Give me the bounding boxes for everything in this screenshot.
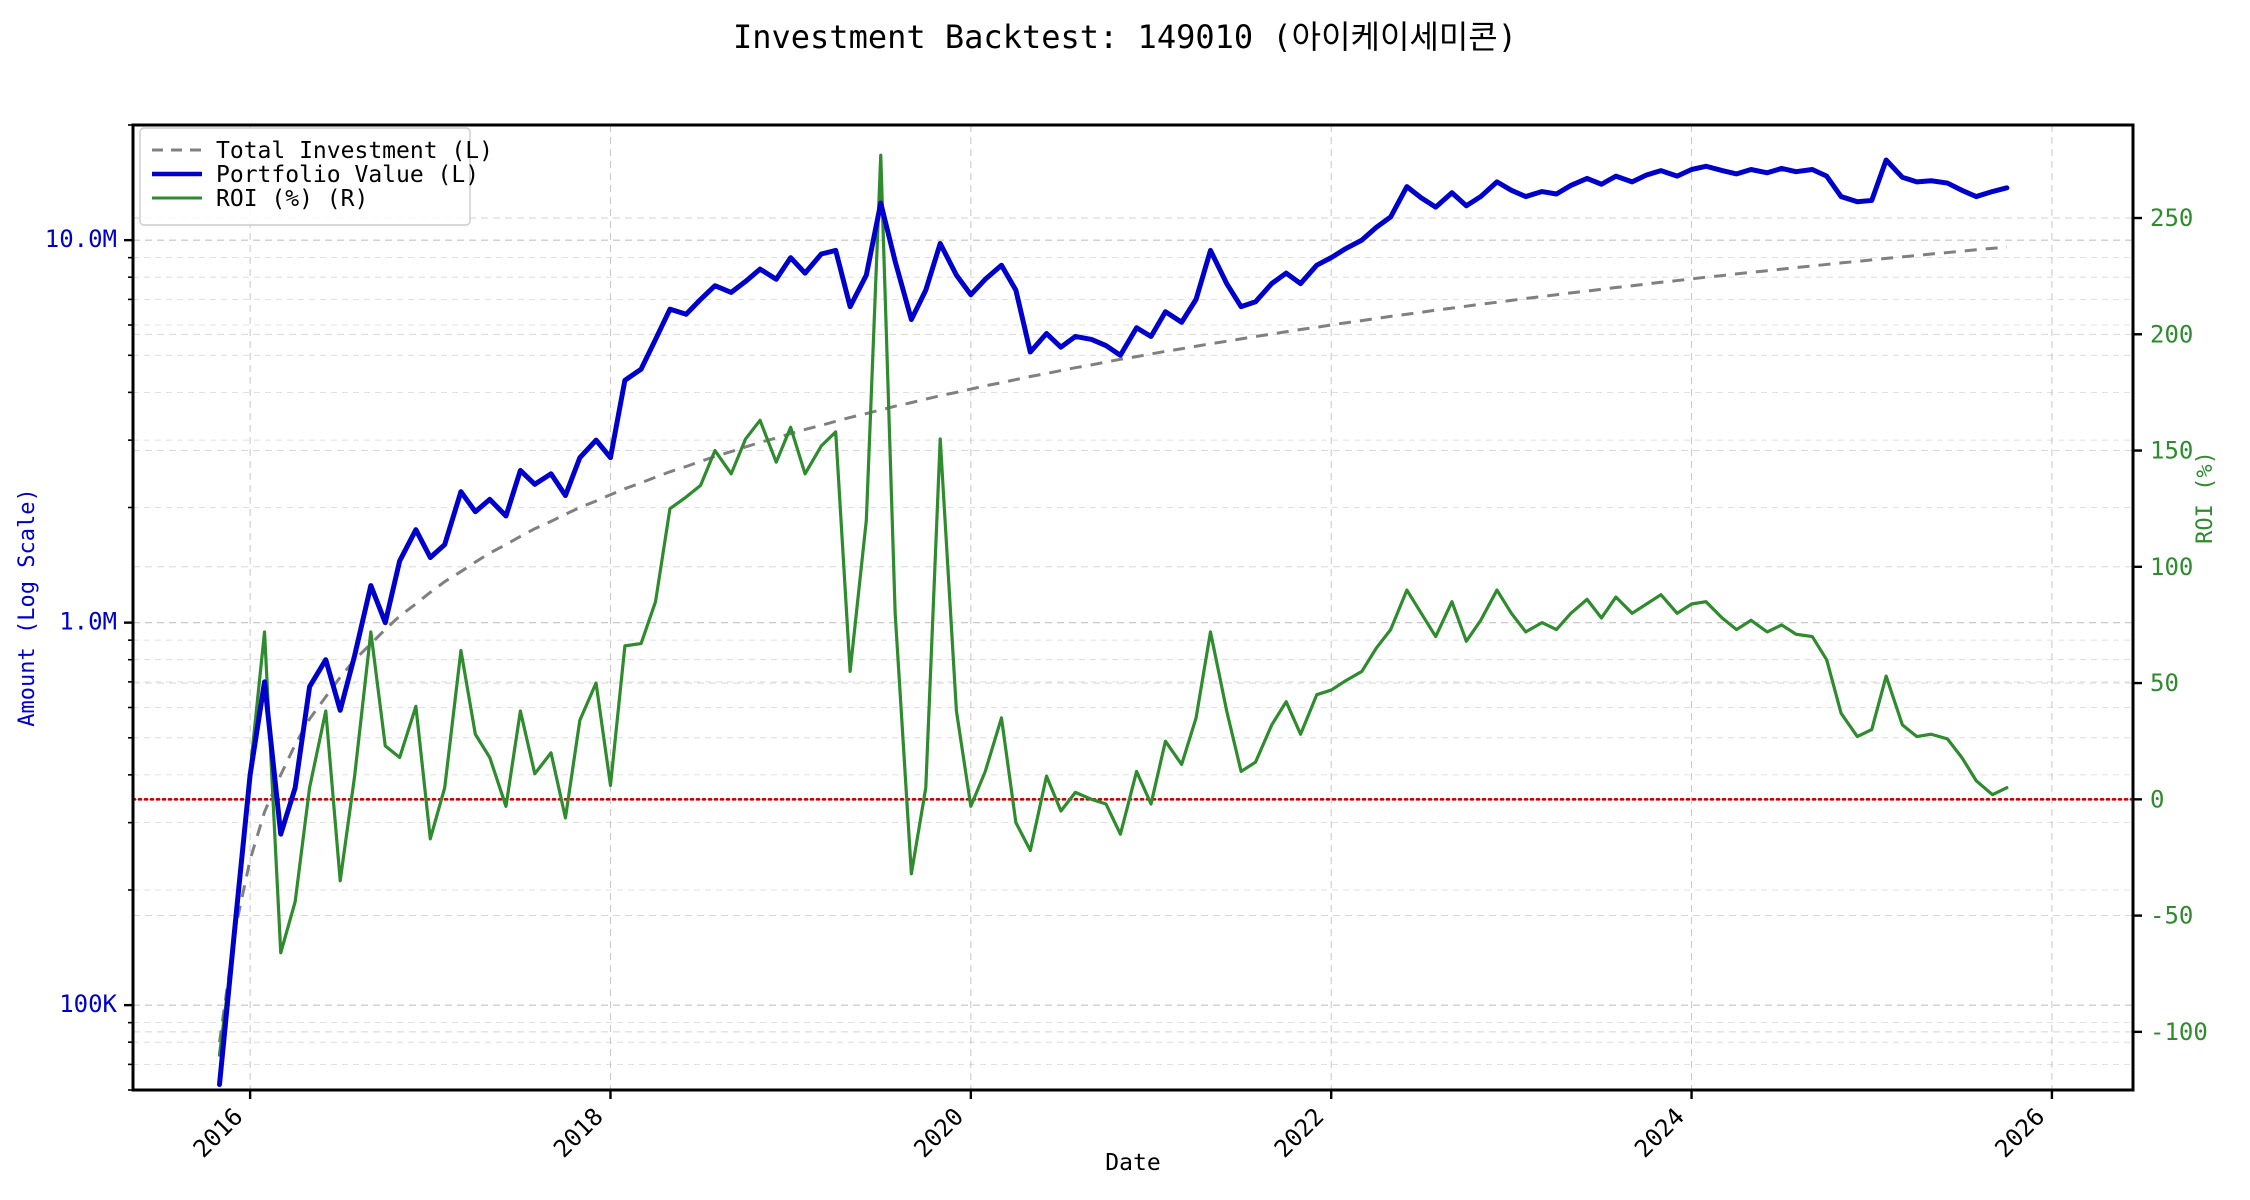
title-text: Investment Backtest: 149010 (아이케이세미콘) bbox=[733, 18, 1517, 56]
tick-label-x: 2020 bbox=[908, 1102, 969, 1163]
tick-label-yright: -50 bbox=[2150, 902, 2193, 930]
axis-label-x: Date bbox=[1105, 1150, 1160, 1176]
line-roi bbox=[217, 153, 2009, 1057]
tick-label-x: 2024 bbox=[1629, 1102, 1690, 1163]
tick-label-yright: -100 bbox=[2150, 1018, 2208, 1046]
tick-label-yleft: 100K bbox=[59, 990, 117, 1018]
plot-border bbox=[131, 123, 2135, 1092]
chart-title: Investment Backtest: 149010 (아이케이세미콘) bbox=[733, 18, 1517, 56]
legend-label-1: Portfolio Value (L) bbox=[216, 162, 479, 188]
tick-label-yright: 50 bbox=[2150, 669, 2179, 697]
tick-label-x: 2018 bbox=[548, 1102, 609, 1163]
axis-bottom: 2016 2018 2020 2022 2024 2026 Date bbox=[188, 1090, 2054, 1176]
tick-label-yright: 0 bbox=[2150, 785, 2164, 813]
tick-label-yleft: 1.0M bbox=[59, 608, 117, 636]
tick-label-x: 2026 bbox=[1989, 1102, 2050, 1163]
legend: Total Investment (L)Portfolio Value (L)R… bbox=[139, 127, 493, 226]
axis-frame bbox=[131, 123, 2135, 1092]
series-total-investment bbox=[218, 245, 2008, 1043]
axis-label-right: ROI (%) bbox=[2193, 451, 2218, 544]
line-total-investment bbox=[218, 245, 2008, 1043]
series-roi bbox=[217, 153, 2009, 1057]
axis-left: 100K 1.0M 10.0M Amount (Log Scale) bbox=[15, 124, 133, 1091]
tick-label-yright: 100 bbox=[2150, 553, 2193, 581]
legend-label-0: Total Investment (L) bbox=[216, 138, 493, 164]
tick-label-yleft: 10.0M bbox=[45, 225, 117, 253]
tick-label-yright: 250 bbox=[2150, 204, 2193, 232]
tick-label-x: 2016 bbox=[188, 1102, 249, 1163]
legend-label-2: ROI (%) (R) bbox=[216, 186, 368, 212]
legend-box bbox=[139, 127, 471, 226]
tick-label-yright: 150 bbox=[2150, 437, 2193, 465]
grid-lines bbox=[133, 124, 2133, 1091]
line-portfolio-value bbox=[216, 157, 2010, 1088]
tick-label-x: 2022 bbox=[1269, 1102, 1330, 1163]
tick-label-yright: 200 bbox=[2150, 320, 2193, 348]
series-portfolio-value bbox=[216, 157, 2010, 1088]
axis-right: -100 -50 0 50 100 150 200 250 ROI (%) bbox=[2133, 204, 2218, 1046]
axis-label-left: Amount (Log Scale) bbox=[15, 488, 40, 726]
